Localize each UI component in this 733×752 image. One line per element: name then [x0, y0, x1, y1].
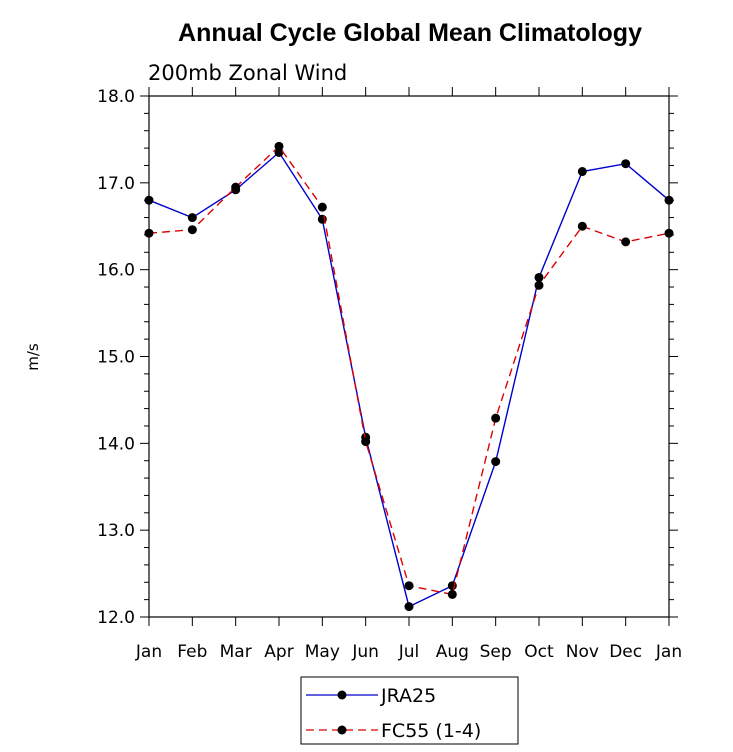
legend: JRA25 FC55 (1-4) — [300, 676, 519, 745]
data-point-series-0 — [491, 457, 501, 467]
legend-label-fc55: FC55 (1-4) — [381, 720, 481, 742]
data-point-series-1 — [447, 589, 457, 599]
data-point-series-0 — [577, 167, 587, 177]
data-point-series-0 — [404, 602, 414, 612]
x-tick-label: Mar — [220, 642, 252, 662]
y-tick-label: 15.0 — [97, 348, 135, 368]
x-tick-label: Jan — [135, 642, 162, 662]
data-point-series-0 — [664, 195, 674, 205]
x-tick-label: Apr — [264, 642, 293, 662]
x-tick-label: Sep — [480, 642, 512, 662]
series-line-0 — [148, 151, 670, 608]
x-tick-label: Aug — [436, 642, 469, 662]
data-point-series-1 — [187, 225, 197, 235]
x-tick-label: Dec — [609, 642, 642, 662]
data-point-series-1 — [274, 141, 284, 151]
data-point-series-1 — [144, 228, 154, 238]
legend-marker-jra25 — [337, 690, 347, 700]
data-point-series-1 — [491, 413, 501, 423]
data-point-series-0 — [621, 159, 631, 169]
y-tick-label: 16.0 — [97, 261, 135, 281]
legend-box — [300, 676, 519, 745]
x-tick-label: May — [305, 642, 340, 662]
series-line-1 — [148, 145, 670, 596]
data-point-series-1 — [577, 221, 587, 231]
legend-label-jra25: JRA25 — [380, 685, 436, 707]
data-point-series-1 — [404, 581, 414, 591]
data-point-series-0 — [187, 213, 197, 223]
y-tick-label: 17.0 — [97, 174, 135, 194]
data-point-series-1 — [361, 437, 371, 447]
legend-marker-fc55 — [337, 725, 347, 735]
y-tick-label: 12.0 — [97, 608, 135, 628]
axis-ticks — [140, 87, 678, 626]
data-point-series-1 — [231, 182, 241, 192]
data-point-series-0 — [534, 272, 544, 282]
chart-title: Annual Cycle Global Mean Climatology — [178, 19, 642, 47]
x-tick-label: Jan — [655, 642, 682, 662]
x-tick-label: Feb — [177, 642, 207, 662]
x-tick-label: Jun — [351, 642, 379, 662]
x-tick-label: Nov — [566, 642, 599, 662]
x-tick-label: Oct — [524, 642, 554, 662]
chart-subtitle: 200mb Zonal Wind — [148, 61, 347, 85]
data-point-series-1 — [534, 280, 544, 290]
plot-frame — [148, 95, 670, 618]
data-point-series-0 — [144, 195, 154, 205]
y-tick-label: 13.0 — [97, 521, 135, 541]
y-tick-label: 18.0 — [97, 87, 135, 107]
y-tick-labels: 12.0 13.0 14.0 15.0 16.0 17.0 18.0 — [97, 87, 135, 628]
x-tick-label: Jul — [398, 642, 420, 662]
data-point-series-1 — [664, 228, 674, 238]
y-axis-label: m/s — [24, 343, 42, 371]
series-layer — [144, 141, 674, 612]
data-point-series-1 — [317, 202, 327, 212]
data-point-series-1 — [621, 237, 631, 247]
x-tick-labels: Jan Feb Mar Apr May Jun Jul Aug Sep Oct Nov Dec Jan — [135, 642, 682, 662]
y-tick-label: 14.0 — [97, 434, 135, 454]
